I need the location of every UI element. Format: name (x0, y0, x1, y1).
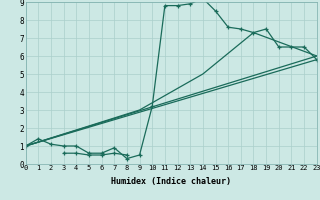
X-axis label: Humidex (Indice chaleur): Humidex (Indice chaleur) (111, 177, 231, 186)
